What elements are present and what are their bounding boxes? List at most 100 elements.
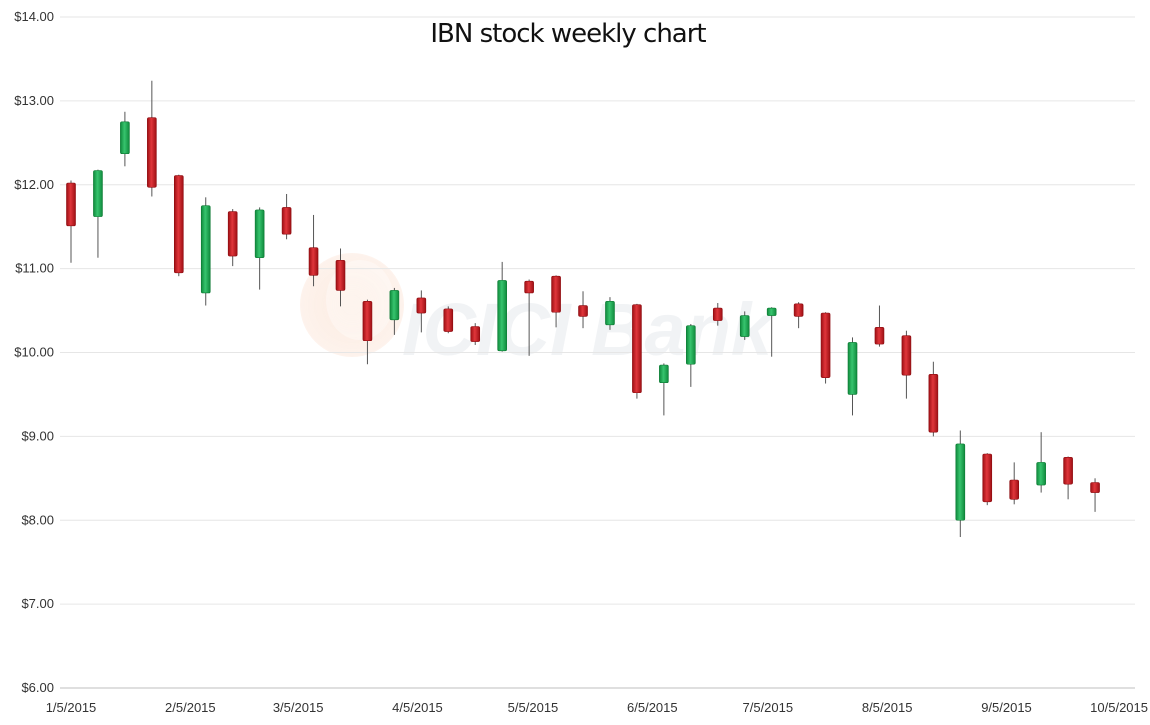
candle-body-down <box>820 312 831 378</box>
candle-body-down <box>901 335 912 376</box>
candle-body-up <box>766 307 777 316</box>
candle <box>820 312 831 384</box>
candle <box>254 207 265 290</box>
candle-body-up <box>93 170 103 217</box>
candle <box>173 174 184 277</box>
candle <box>1063 456 1073 500</box>
candle <box>200 197 211 306</box>
candle <box>281 193 292 240</box>
y-tick-label: $7.00 <box>21 596 54 611</box>
candle-body-up <box>120 121 130 155</box>
candle-body-up <box>847 342 858 395</box>
candle <box>1090 478 1100 512</box>
candle-body-down <box>227 211 238 257</box>
candle <box>147 80 157 197</box>
candle-body-down <box>1063 457 1073 485</box>
x-tick-label: 3/5/2015 <box>273 700 324 715</box>
y-tick-label: $11.00 <box>15 261 54 276</box>
candle-body-up <box>1036 462 1046 486</box>
candle <box>227 209 238 267</box>
x-tick-label: 9/5/2015 <box>981 700 1032 715</box>
y-tick-label: $12.00 <box>14 177 54 192</box>
candle-body-down <box>874 327 885 345</box>
candle-body-up <box>739 315 750 337</box>
candle <box>686 323 696 387</box>
x-tick-label: 8/5/2015 <box>862 700 913 715</box>
candle-body-down <box>632 304 642 394</box>
candle-body-up <box>686 325 696 365</box>
candle <box>335 248 346 307</box>
candle-body-down <box>416 297 427 314</box>
candle-body-up <box>955 443 966 521</box>
candle <box>416 290 427 333</box>
candle <box>1009 462 1020 505</box>
x-tick-label: 6/5/2015 <box>627 700 678 715</box>
candle <box>901 330 912 399</box>
candle-body-down <box>551 275 561 313</box>
candle <box>497 261 507 352</box>
candle-body-up <box>389 290 400 321</box>
candle <box>793 302 804 329</box>
candle <box>551 275 561 328</box>
candle <box>1036 432 1046 493</box>
candle <box>712 303 723 326</box>
candle-body-down <box>362 301 373 342</box>
candle-body-up <box>659 364 669 383</box>
y-tick-label: $8.00 <box>21 512 54 527</box>
candle <box>524 279 534 356</box>
candle-body-down <box>443 308 454 332</box>
candle-body-down <box>712 307 723 321</box>
watermark-text: ICICI Bank <box>402 288 776 371</box>
chart-title: IBN stock weekly chart <box>430 19 706 49</box>
candle-body-down <box>982 453 993 503</box>
candle <box>470 323 481 345</box>
candle-body-down <box>1090 482 1100 493</box>
x-tick-label: 4/5/2015 <box>392 700 443 715</box>
candle-body-down <box>308 247 319 276</box>
grid-lines <box>60 16 1135 689</box>
candles <box>66 80 1100 538</box>
y-tick-label: $6.00 <box>21 680 54 695</box>
x-tick-label: 10/5/2015 <box>1090 700 1148 715</box>
candle-body-down <box>793 303 804 317</box>
candle-body-up <box>200 205 211 294</box>
candle <box>874 305 885 347</box>
candle <box>739 311 750 340</box>
candle-body-down <box>173 175 184 274</box>
candle-body-down <box>578 305 588 317</box>
candle-body-down <box>281 207 292 235</box>
candle-body-up <box>254 209 265 259</box>
y-tick-label: $14.00 <box>14 9 54 24</box>
x-tick-label: 1/5/2015 <box>46 700 97 715</box>
candle <box>120 111 130 167</box>
y-axis-ticks: $14.00 $13.00 $12.00 $11.00 $10.00 $9.00 $8.00… <box>14 9 54 695</box>
candle-body-down <box>66 182 76 227</box>
candle <box>847 337 858 416</box>
y-tick-label: $13.00 <box>14 93 54 108</box>
candle <box>93 169 103 258</box>
candle <box>766 307 777 357</box>
candle <box>308 214 319 287</box>
x-tick-label: 5/5/2015 <box>508 700 559 715</box>
candle <box>578 291 588 329</box>
candle-body-down <box>1009 479 1020 500</box>
candle <box>659 363 669 416</box>
candle-body-down <box>335 259 346 291</box>
candle-body-up <box>605 301 615 326</box>
candle <box>928 361 939 437</box>
candle-body-down <box>147 117 157 188</box>
candle <box>66 180 76 263</box>
x-tick-label: 7/5/2015 <box>743 700 794 715</box>
candle-body-up <box>497 280 507 352</box>
candle <box>389 287 400 335</box>
candle-body-down <box>470 326 481 342</box>
candle <box>955 430 966 538</box>
candle <box>362 299 373 365</box>
candle <box>632 303 642 399</box>
candle-body-down <box>524 280 534 294</box>
candle <box>443 306 454 334</box>
y-tick-label: $9.00 <box>21 428 54 443</box>
x-tick-label: 2/5/2015 <box>165 700 216 715</box>
candle-body-down <box>928 374 939 433</box>
